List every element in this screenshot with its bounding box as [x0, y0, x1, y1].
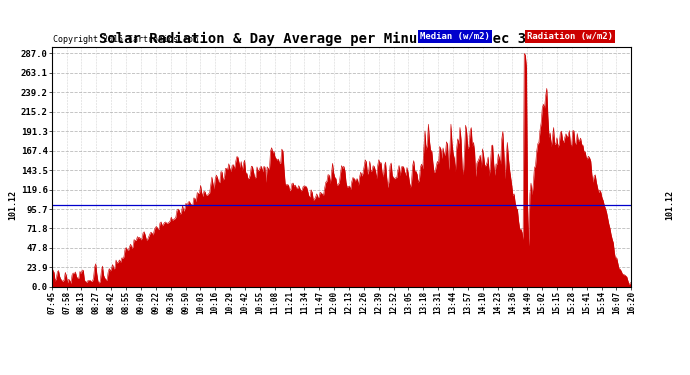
Text: Copyright 2015 Cartronics.com: Copyright 2015 Cartronics.com: [53, 36, 198, 45]
Text: Median (w/m2): Median (w/m2): [420, 32, 490, 41]
Title: Solar Radiation & Day Average per Minute  Thu Dec 31 16:29: Solar Radiation & Day Average per Minute…: [99, 32, 584, 46]
Text: Radiation (w/m2): Radiation (w/m2): [527, 32, 613, 41]
Text: 101.12: 101.12: [666, 190, 675, 220]
Text: 101.12: 101.12: [8, 190, 17, 220]
